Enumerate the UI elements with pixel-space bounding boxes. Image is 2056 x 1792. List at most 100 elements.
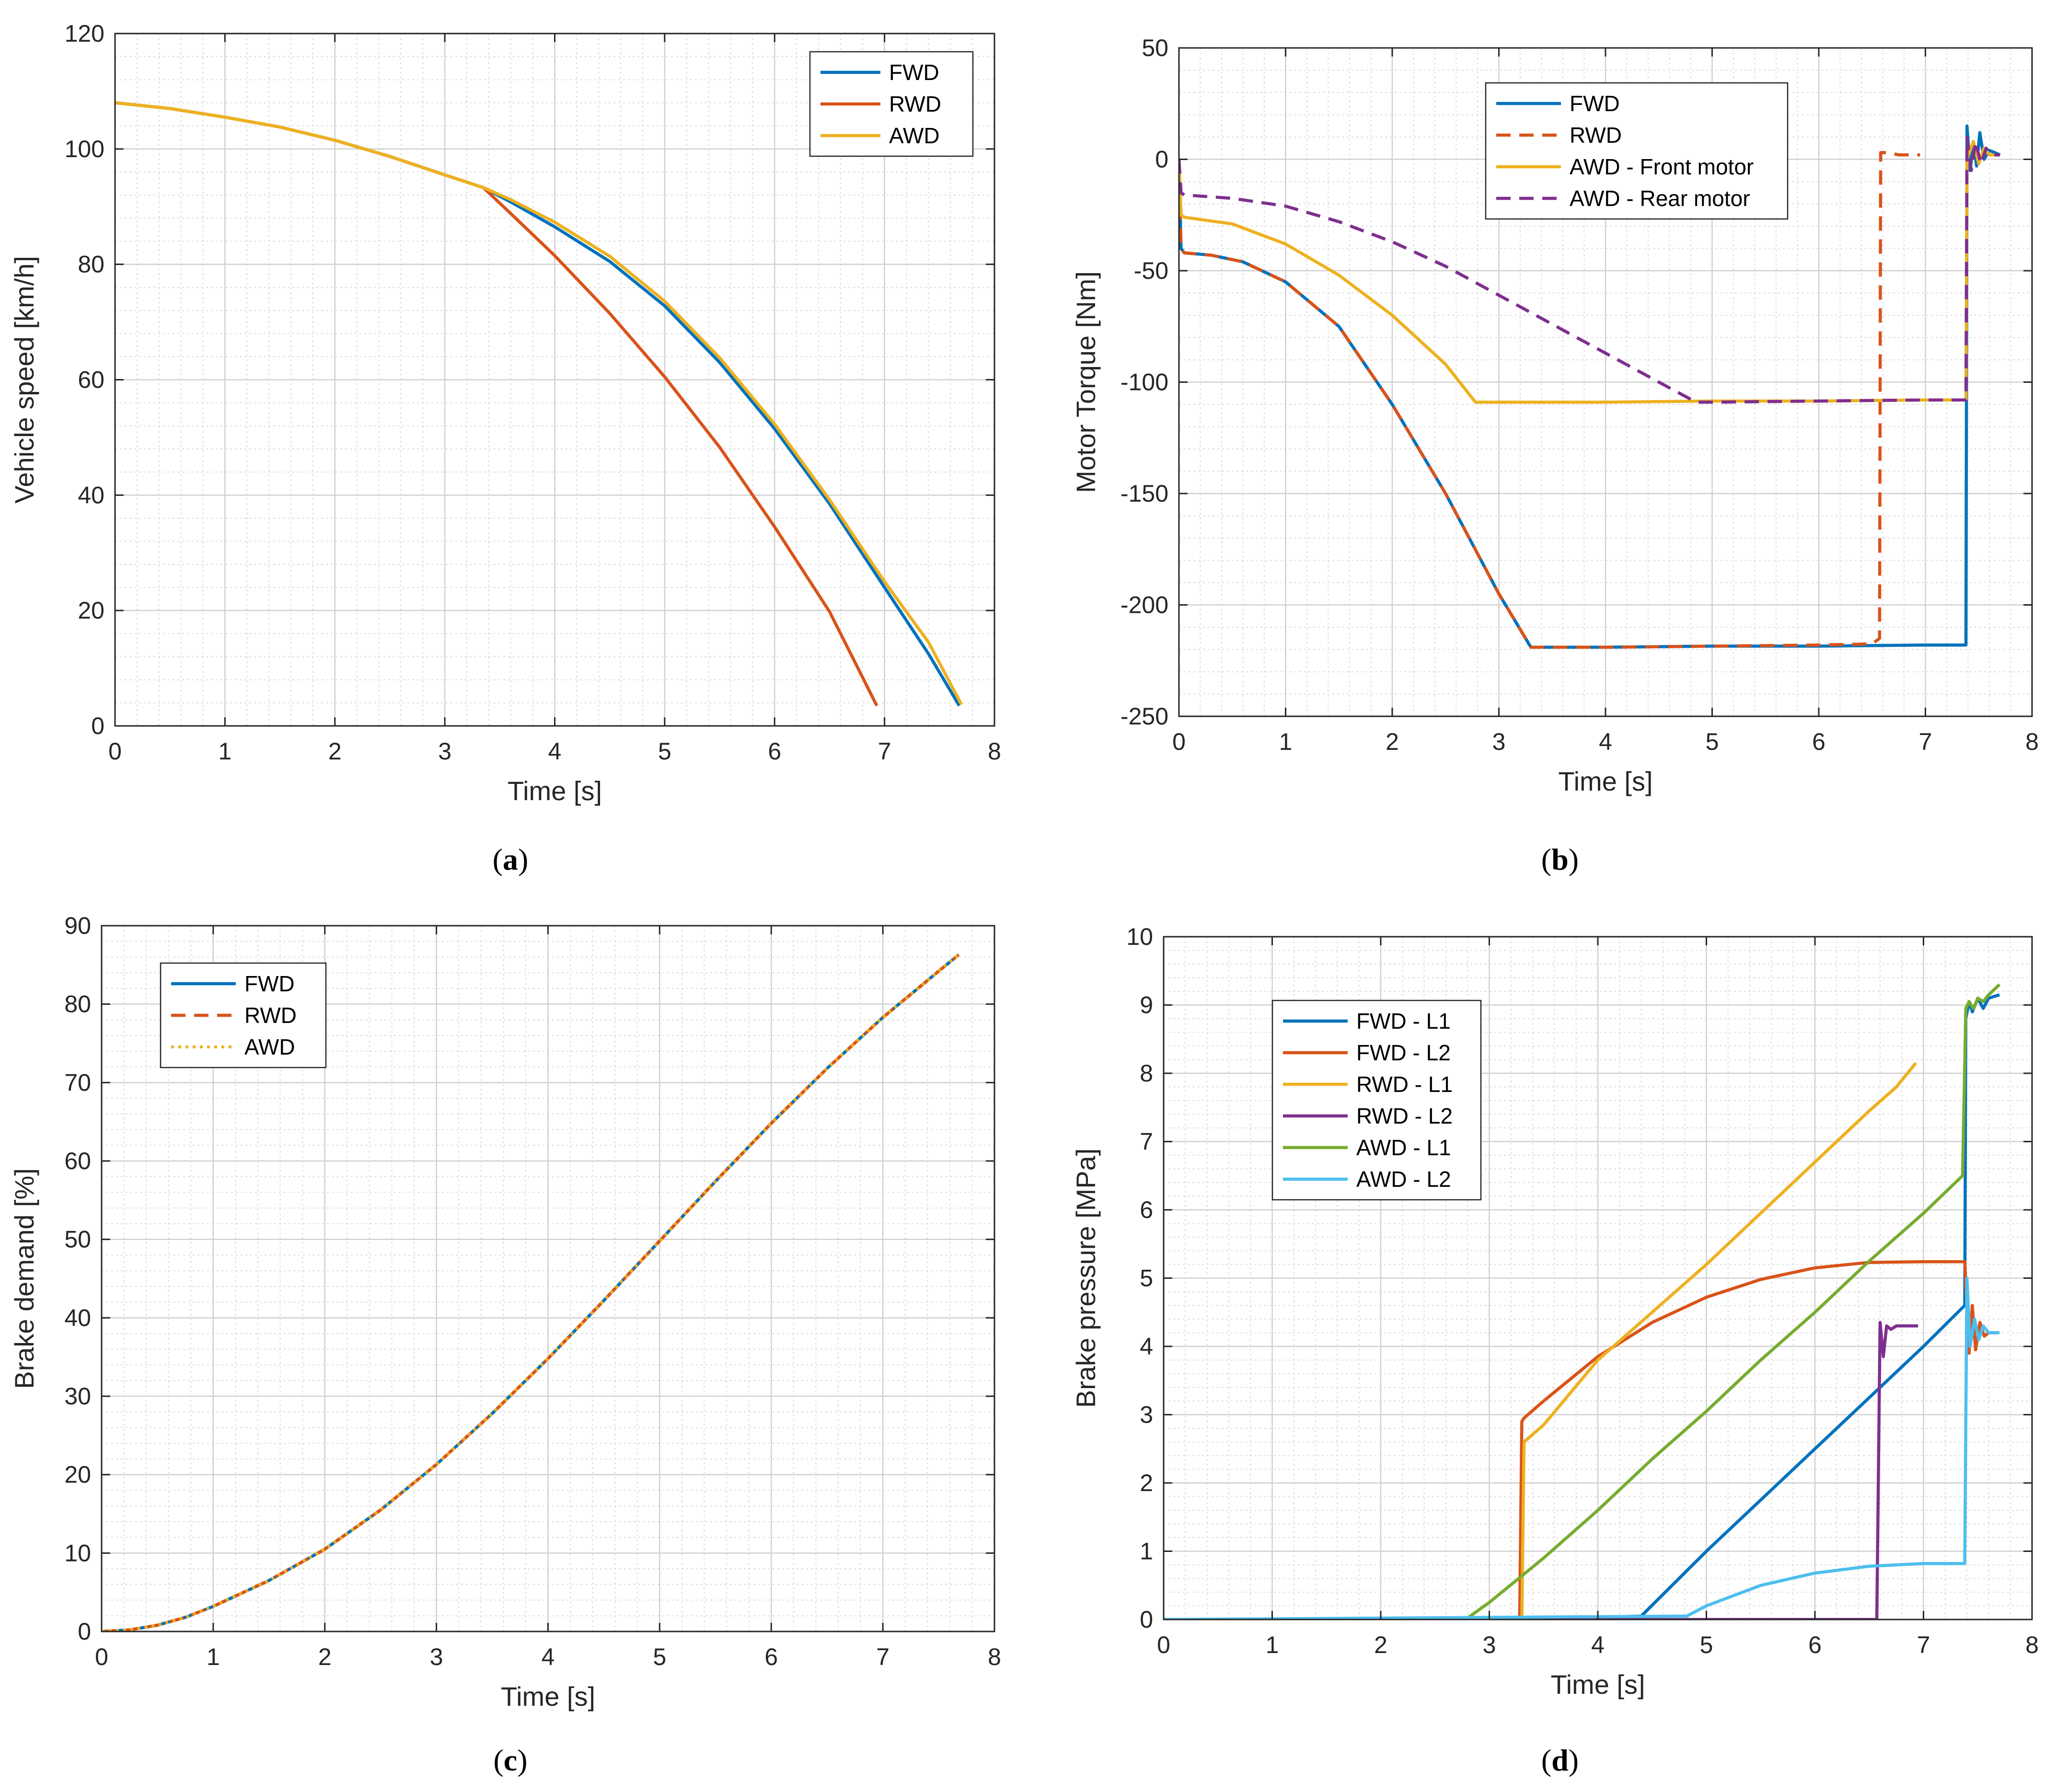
x-tick-label: 8 [2025,728,2039,755]
y-tick-label: 3 [1140,1401,1153,1428]
x-tick-label: 2 [318,1643,332,1670]
y-tick-label: -150 [1120,480,1168,507]
y-tick-label: 50 [1142,34,1168,61]
y-tick-label: 6 [1140,1196,1153,1223]
y-axis-label: Brake demand [%] [9,1168,39,1389]
series-line-fwd [102,953,960,1631]
y-tick-label: 2 [1140,1470,1153,1496]
caption-paren-close: ) [518,842,528,876]
caption-letter: b [1551,842,1569,876]
panel-caption: (b) [1541,842,1579,876]
y-axis-label: Vehicle speed [km/h] [9,256,39,504]
y-tick-label: -50 [1134,257,1168,284]
x-tick-label: 7 [1917,1631,1930,1658]
legend-box [1271,999,1482,1201]
series-line-awd-front-motor [1179,140,2000,404]
y-tick-label: 8 [1140,1060,1153,1087]
y-tick-label: 9 [1140,992,1153,1019]
y-axis-label: Brake pressure [MPa] [1071,1149,1101,1408]
legend-label: RWD [1570,123,1622,148]
x-tick-label: 8 [988,738,1001,765]
panel-caption: (a) [493,842,529,876]
panel-b-motor-torque: 0 1 2 3 4 5 6 7 8 -250 -200 -150 -100 -50 0 50 Time [s] M… [1071,34,2039,876]
caption-letter: c [504,1743,517,1777]
y-tick-label: 30 [64,1383,91,1410]
y-tick-label: 120 [65,20,104,47]
y-tick-label: 40 [78,482,104,508]
y-tick-label: 90 [64,912,91,939]
panel-d-brake-pressure: 0 1 2 3 4 5 6 7 8 0 1 2 3 4 5 6 7 8 9 10 Time [s] Brake press… [1071,923,2039,1777]
y-tick-label: 0 [1140,1606,1153,1633]
x-tick-label: 5 [658,738,671,765]
series-line-awd-l1 [1164,983,2001,1620]
x-tick-label: 7 [876,1643,889,1670]
x-tick-label: 7 [1919,728,1932,755]
x-tick-label: 6 [764,1643,778,1670]
legend-label: FWD - L2 [1356,1040,1451,1065]
x-tick-label: 0 [1157,1631,1170,1658]
x-tick-label: 7 [878,738,891,765]
y-tick-label: 40 [64,1304,91,1331]
x-tick-label: 0 [108,738,122,765]
y-tick-label: 80 [78,251,104,278]
x-tick-label: 4 [1599,728,1612,755]
x-tick-label: 1 [1279,728,1293,755]
x-tick-label: 3 [1492,728,1506,755]
x-tick-label: 2 [1386,728,1399,755]
x-tick-label: 6 [1812,728,1825,755]
y-tick-label: 1 [1140,1538,1153,1565]
x-tick-label: 3 [438,738,451,765]
series-line-awd-l2 [1164,1276,2000,1620]
x-axis-label: Time [s] [508,776,602,806]
caption-paren-open: ( [493,842,503,876]
x-tick-label: 4 [1591,1631,1605,1658]
legend: FWD RWD AWD - Front motor AWD - Rear motor [1485,82,1789,220]
caption-paren-open: ( [1541,842,1551,876]
legend: FWD RWD AWD [160,962,327,1068]
x-tick-label: 6 [1808,1631,1822,1658]
x-tick-label: 0 [95,1643,108,1670]
legend: FWD - L1 FWD - L2 RWD - L1 RWD - L2 AWD - L1… [1271,999,1482,1201]
y-tick-label: 0 [78,1618,91,1645]
y-tick-label: 10 [64,1539,91,1566]
legend-label: RWD [244,1003,297,1028]
legend-box [1485,82,1789,220]
legend-label: FWD - L1 [1356,1009,1451,1034]
caption-paren-open: ( [1541,1743,1551,1777]
series-line-fwd-l1 [1164,993,2000,1620]
x-tick-label: 5 [1706,728,1719,755]
legend: FWD RWD AWD [809,51,974,157]
x-tick-label: 2 [1374,1631,1387,1658]
caption-paren-close: ) [1569,1743,1579,1777]
x-tick-label: 5 [1700,1631,1713,1658]
caption-letter: d [1551,1743,1569,1777]
y-axis-label: Motor Torque [Nm] [1071,271,1101,493]
x-tick-label: 0 [1172,728,1186,755]
series-line-rwd-l1 [1164,1062,1917,1620]
caption-paren-close: ) [1569,842,1579,876]
caption-letter: a [503,842,518,876]
legend-label: AWD [889,123,940,148]
legend-label: RWD - L2 [1356,1103,1453,1128]
series-line-rwd [1179,151,1920,649]
y-tick-label: 20 [64,1461,91,1488]
y-tick-label: 80 [64,991,91,1018]
legend-label: RWD [889,92,941,116]
x-axis-label: Time [s] [501,1681,595,1712]
x-tick-label: 6 [768,738,781,765]
legend-label: AWD - Front motor [1570,154,1754,179]
y-tick-label: 20 [78,597,104,624]
panel-caption: (c) [493,1743,527,1777]
y-tick-label: 0 [1155,146,1168,173]
y-tick-label: -200 [1120,592,1168,619]
y-tick-label: 7 [1140,1128,1153,1155]
x-tick-label: 1 [1266,1631,1279,1658]
y-tick-label: 50 [64,1226,91,1253]
panel-caption: (d) [1541,1743,1579,1777]
x-tick-label: 4 [548,738,562,765]
caption-paren-close: ) [517,1743,527,1777]
y-tick-label: 5 [1140,1265,1153,1292]
y-tick-label: 0 [91,712,104,739]
